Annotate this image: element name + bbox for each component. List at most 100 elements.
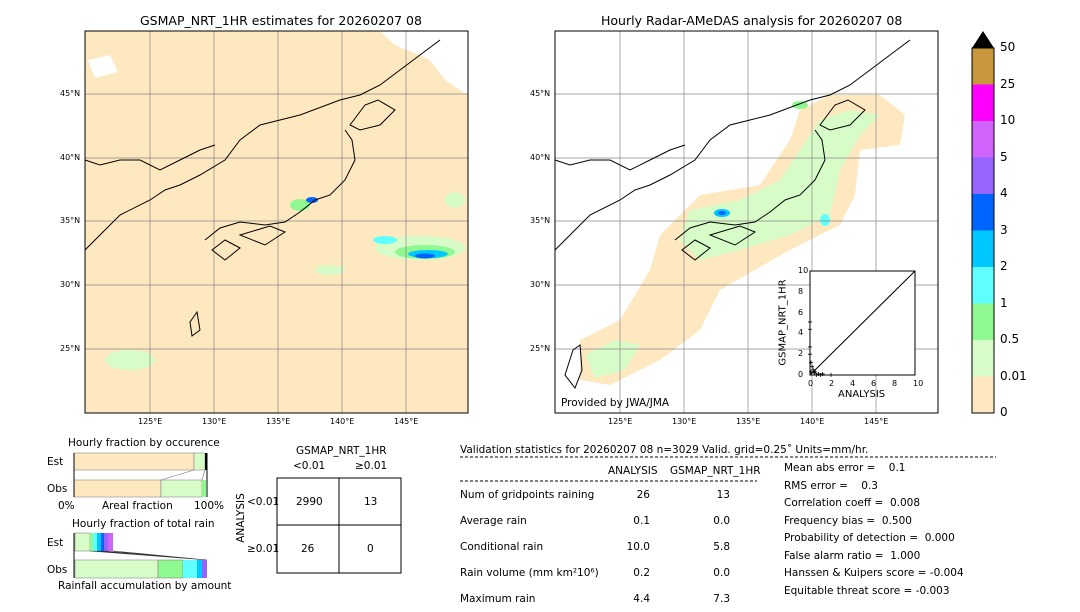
scatter-point — [811, 367, 816, 372]
occ-obs-bar-moderate — [202, 480, 206, 497]
rain-est-label: Est — [47, 537, 64, 549]
rain-connectors — [89, 550, 208, 561]
left-map-gridlines — [85, 31, 468, 413]
lat-tick-label: 35°N — [60, 216, 81, 225]
inset-y-tick: 10 — [798, 266, 809, 275]
colorbar-extend-arrow — [972, 31, 994, 48]
right-map-title: Hourly Radar-AMeDAS analysis for 2026020… — [601, 13, 903, 28]
contingency-col-header: <0.01 — [293, 460, 326, 472]
inset-x-tick: 6 — [871, 379, 877, 388]
occurrence-est-label: Est — [47, 456, 64, 468]
colorbar-label: 10 — [1000, 113, 1016, 127]
scatter-point — [808, 344, 812, 349]
lat-tick-label: 30°N — [60, 280, 81, 289]
scatter-point — [820, 371, 825, 376]
scatter-point — [808, 319, 812, 324]
validation-analysis-value: 0.2 — [633, 567, 650, 579]
lat-tick-label: 45°N — [60, 89, 81, 98]
lon-tick-label: 145°E — [864, 417, 889, 426]
left-map-coastlines — [84, 39, 441, 337]
contingency-table-grid — [276, 477, 402, 574]
contingency-cell: 0 — [367, 543, 374, 555]
data-credit: Provided by JWA/JMA — [561, 397, 670, 409]
validation-analysis-value: 0.1 — [633, 515, 650, 527]
occurrence-chart — [73, 452, 208, 498]
lat-tick-label: 40°N — [530, 153, 551, 162]
rain-est-seg — [97, 533, 101, 551]
left-map-no-data-area — [88, 55, 118, 78]
inset-y-tick: 6 — [798, 307, 804, 317]
inset-scatter-points — [808, 319, 833, 377]
validation-score: Equitable threat score = -0.003 — [784, 584, 950, 597]
colorbar-segment — [972, 376, 994, 413]
inset-scatter-plot — [808, 270, 916, 377]
scatter-point — [809, 360, 814, 365]
occ-obs-bar-dry — [73, 479, 162, 498]
colorbar-label: 1 — [1000, 295, 1008, 310]
colorbar-frame — [971, 47, 995, 414]
inset-x-tick: 8 — [892, 379, 898, 388]
occurrence-x-max: 100% — [194, 500, 225, 512]
rain-obs-seg — [197, 560, 202, 578]
colorbar-label: 3 — [1000, 222, 1008, 237]
inset-y-tick: 4 — [798, 328, 804, 338]
lon-tick-label: 130°E — [202, 417, 227, 426]
rain-fraction-xlabel: Rainfall accumulation by amount — [58, 580, 232, 592]
colorbar-label: 5 — [1000, 149, 1008, 164]
lat-tick-label: 45°N — [530, 89, 551, 98]
contingency-title: GSMAP_NRT_1HR — [296, 445, 387, 457]
occ-est-bar-light — [193, 452, 206, 471]
colorbar-label: 25 — [1000, 76, 1016, 91]
validation-score: Probability of detection = 0.000 — [784, 532, 955, 544]
contingency-cell: 13 — [364, 496, 378, 508]
colorbar-segment — [972, 84, 994, 121]
validation-score: RMS error = 0.3 — [784, 479, 878, 492]
left-map-frame — [84, 30, 469, 414]
inset-y-tick: 8 — [798, 286, 804, 296]
inset-one-to-one-line — [809, 270, 916, 376]
rain-est-seg — [101, 533, 104, 551]
right-map-coastlines — [554, 39, 911, 390]
occurrence-x-min: 0% — [58, 500, 75, 512]
validation-row-label: Num of gridpoints raining — [460, 489, 595, 501]
scatter-point — [818, 373, 823, 377]
colorbar-segment — [972, 194, 994, 231]
left-map — [84, 30, 469, 414]
validation-row-label: Maximum rain — [460, 593, 536, 605]
lat-tick-label: 35°N — [530, 216, 551, 225]
inset-ylabel: GSMAP_NRT_1HR — [777, 279, 789, 366]
scatter-point — [829, 373, 833, 377]
right-map — [554, 30, 939, 414]
colorbar-segment — [972, 303, 994, 340]
validation-analysis-value: 4.4 — [633, 593, 650, 605]
scatter-point — [812, 370, 817, 375]
scatter-point — [810, 364, 815, 369]
inset-y-tick: 2 — [798, 349, 804, 359]
occ-obs-bar-light — [160, 479, 203, 498]
validation-analysis-value: 10.0 — [626, 541, 650, 553]
contingency-row-header: <0.01 — [247, 496, 280, 508]
occ-connector — [160, 469, 195, 481]
rain-est-seg — [93, 533, 97, 551]
colorbar — [971, 31, 995, 414]
left-map-title: GSMAP_NRT_1HR estimates for 20260207 08 — [140, 13, 422, 28]
colorbar-label: 2 — [1000, 259, 1008, 273]
validation-gsmap-value: 7.3 — [713, 593, 730, 605]
lon-tick-label: 130°E — [672, 417, 697, 426]
contingency-cell: 2990 — [296, 496, 323, 508]
inset-xlabel: ANALYSIS — [838, 389, 886, 400]
colorbar-label: 0.01 — [1000, 368, 1027, 383]
rain-obs-seg — [183, 560, 197, 578]
validation-gsmap-value: 5.8 — [713, 541, 730, 553]
inset-x-tick: 2 — [829, 379, 835, 388]
scatter-point — [808, 327, 812, 332]
validation-score: Mean abs error = 0.1 — [784, 462, 906, 474]
colorbar-label: 0 — [1000, 405, 1008, 419]
rain-fraction-chart — [73, 532, 208, 579]
lat-tick-label: 40°N — [60, 153, 81, 162]
lat-tick-label: 25°N — [60, 344, 81, 353]
validation-row-label: Conditional rain — [460, 541, 544, 553]
scatter-point — [809, 369, 814, 374]
lon-tick-label: 125°E — [608, 417, 633, 426]
